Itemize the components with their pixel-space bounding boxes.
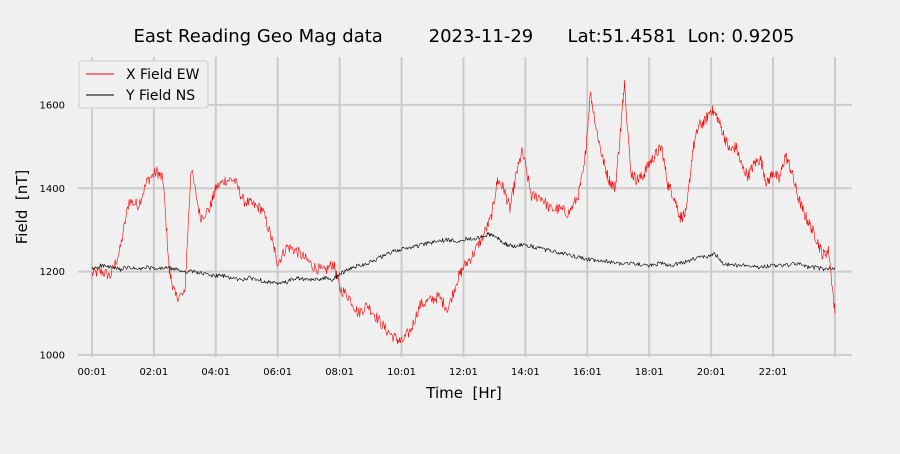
- x-tick-label: 18:01: [635, 367, 664, 378]
- y-tick-label: 1200: [40, 267, 65, 278]
- series-line-y-field-ns: [91, 232, 836, 285]
- x-axis-label: Time [Hr]: [425, 384, 501, 402]
- x-tick-label: 22:01: [759, 367, 788, 378]
- x-tick-label: 16:01: [573, 367, 602, 378]
- y-tick-label: 1600: [40, 100, 65, 111]
- y-tick-label: 1000: [40, 350, 65, 361]
- series-line-x-field-ew: [91, 79, 836, 345]
- y-axis-label: Field [nT]: [13, 170, 31, 245]
- y-tick-label: 1400: [40, 184, 65, 195]
- legend: X Field EW Y Field NS: [78, 60, 209, 109]
- x-tick-label: 08:01: [325, 367, 354, 378]
- x-tick-label: 00:01: [78, 367, 107, 378]
- x-tick-label: 14:01: [511, 367, 540, 378]
- x-tick-label: 20:01: [697, 367, 726, 378]
- y-axis-ticks: 1000 1200 1400 1600: [40, 100, 65, 361]
- x-tick-label: 06:01: [263, 367, 292, 378]
- chart-title: East Reading Geo Mag data 2023-11-29 Lat…: [133, 26, 794, 47]
- series-lines: [91, 79, 836, 345]
- legend-label-y-field-ns: Y Field NS: [125, 88, 195, 104]
- legend-label-x-field-ew: X Field EW: [126, 67, 200, 83]
- x-axis-ticks: 00:01 02:01 04:01 06:01 08:01 10:01 12:01 14:01…: [78, 367, 788, 378]
- x-tick-label: 04:01: [201, 367, 230, 378]
- legend-box: [78, 60, 209, 109]
- x-tick-label: 02:01: [139, 367, 168, 378]
- x-tick-label: 12:01: [449, 367, 478, 378]
- grid: [78, 57, 852, 357]
- x-tick-label: 10:01: [387, 367, 416, 378]
